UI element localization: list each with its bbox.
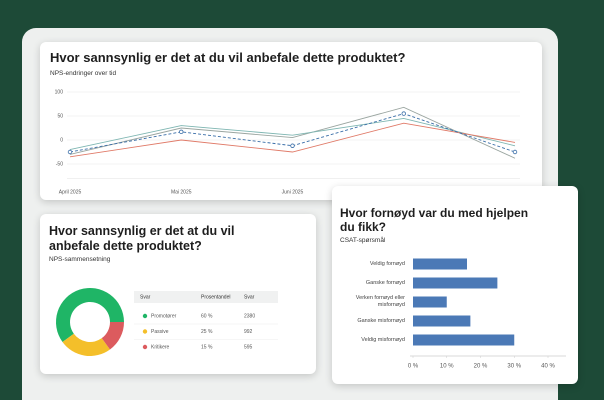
bar-label: Ganske misfornøyd [357, 317, 405, 324]
percent-label: 15 % [201, 344, 213, 350]
bar-label: Ganske fornøyd [365, 279, 405, 286]
point [512, 149, 518, 155]
point [179, 129, 184, 135]
table-header [134, 291, 278, 303]
donut-slice [62, 333, 110, 356]
bar [413, 296, 447, 308]
bar [413, 315, 471, 327]
bar [413, 334, 515, 346]
x-tick-label: 30 % [507, 364, 521, 370]
category-label: Passive [151, 329, 169, 335]
legend-dot [142, 344, 148, 350]
column-header: Svar [140, 294, 151, 300]
x-tick-label: 10 % [440, 364, 454, 370]
bar-label: Veldig fornøyd [369, 260, 405, 267]
x-tick-label: 0 % [408, 364, 419, 370]
count-label: 992 [244, 329, 253, 335]
point [401, 111, 406, 116]
y-tick-label: 100 [55, 89, 64, 95]
donut-slice [101, 322, 124, 350]
line-card: Hvor sannsynlig er det at du vil anbefal… [40, 42, 542, 200]
card-title: Hvor fornøyd var du med hjelpen du fikk? [340, 206, 529, 235]
percent-label: 60 % [201, 313, 213, 319]
count-label: 2380 [244, 313, 255, 319]
y-tick-label: 50 [57, 113, 63, 119]
bar [413, 258, 467, 270]
y-tick-label: -50 [56, 161, 63, 167]
category-label: Kritikere [151, 344, 170, 350]
card-subtitle: CSAT-spørsmål [340, 237, 386, 244]
point [290, 143, 295, 148]
x-tick-label: Juni 2025 [282, 190, 304, 196]
bar-label: Verken fornøyd eller misfornøyd [355, 295, 405, 308]
donut-slice [55, 287, 125, 342]
x-tick-label: 40 % [541, 364, 555, 370]
series-line [69, 106, 516, 159]
card-subtitle: NPS-endringer over tid [50, 70, 117, 77]
percent-label: 25 % [201, 329, 213, 335]
x-tick-label: April 2025 [59, 190, 82, 196]
x-tick-label: Mai 2025 [171, 190, 192, 196]
point [67, 149, 73, 155]
category-label: Promotører [151, 313, 177, 319]
bar [413, 277, 498, 289]
series-line [69, 117, 516, 151]
column-header: Svar [244, 294, 255, 300]
y-tick-label: 0 [60, 137, 63, 143]
card-title: Hvor sannsynlig er det at du vil anbefal… [49, 224, 235, 253]
card-title: Hvor sannsynlig er det at du vil anbefal… [50, 50, 406, 65]
count-label: 595 [244, 344, 253, 350]
legend-dot [142, 313, 148, 319]
series-line [69, 122, 516, 158]
card-subtitle: NPS-sammensetning [49, 256, 111, 263]
x-tick-label: 20 % [474, 364, 488, 370]
bar-label: Veldig misfornøyd [361, 336, 405, 343]
legend-dot [142, 329, 148, 334]
column-header: Prosentandel [201, 294, 230, 300]
